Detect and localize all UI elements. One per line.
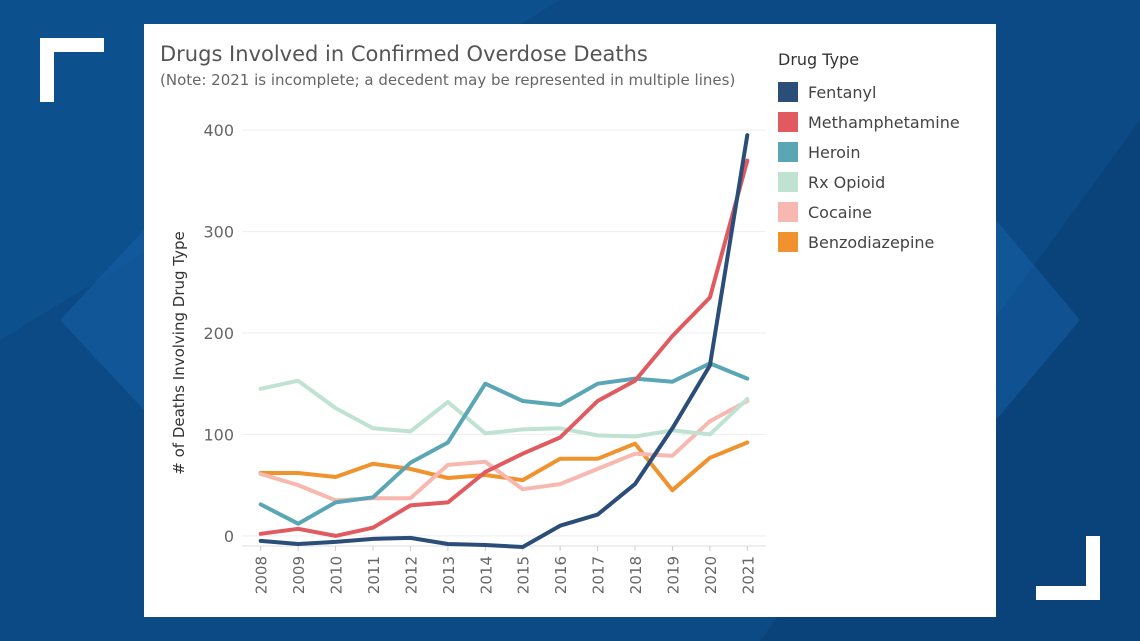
x-tick-label: 2021 xyxy=(739,556,757,594)
chart-card: Drugs Involved in Confirmed Overdose Dea… xyxy=(144,24,996,617)
x-tick-label: 2018 xyxy=(627,556,645,594)
chart-subtitle: (Note: 2021 is incomplete; a decedent ma… xyxy=(160,71,736,89)
corner-bracket-icon-top-left xyxy=(40,38,104,102)
legend-swatch xyxy=(778,202,798,222)
legend-label: Rx Opioid xyxy=(808,172,886,192)
x-tick-label: 2009 xyxy=(290,556,308,594)
legend-swatch xyxy=(778,172,798,192)
line-chart: 0 100 200 300 400 2008 2009 2010 2011 2012 2013 201… xyxy=(170,121,766,594)
legend-label: Cocaine xyxy=(808,202,872,222)
x-tick-label: 2020 xyxy=(702,556,720,594)
y-tick-label: 300 xyxy=(203,223,234,242)
legend-item: Benzodiazepine xyxy=(778,227,960,257)
legend-item: Methamphetamine xyxy=(778,107,960,137)
legend-label: Benzodiazepine xyxy=(808,232,935,252)
y-axis-label: # of Deaths Involving Drug Type xyxy=(170,231,188,474)
x-tick-label: 2010 xyxy=(328,556,346,594)
legend-item: Heroin xyxy=(778,137,960,167)
y-tick-label: 0 xyxy=(224,527,234,546)
x-tick-label: 2012 xyxy=(402,556,420,594)
legend-item: Rx Opioid xyxy=(778,167,960,197)
x-tick-label: 2013 xyxy=(440,556,458,594)
chart-title: Drugs Involved in Confirmed Overdose Dea… xyxy=(160,42,648,66)
legend-swatch xyxy=(778,82,798,102)
x-tick-label: 2011 xyxy=(365,556,383,594)
y-tick-label: 200 xyxy=(203,324,234,343)
series-line-rx-opioid xyxy=(258,378,750,439)
series-line-benzodiazepine xyxy=(258,440,750,493)
legend-swatch xyxy=(778,232,798,252)
legend-title: Drug Type xyxy=(778,50,860,69)
series-line-fentanyl xyxy=(258,133,750,549)
legend-label: Heroin xyxy=(808,142,861,162)
legend-swatch xyxy=(778,142,798,162)
series-line-methamphetamine xyxy=(258,158,750,538)
legend: Drug Type Fentanyl Methamphetamine Heroin R… xyxy=(778,50,960,257)
legend-item: Cocaine xyxy=(778,197,960,227)
x-tick-label: 2019 xyxy=(664,556,682,594)
x-tick-label: 2008 xyxy=(253,556,271,594)
x-tick-label: 2014 xyxy=(477,556,495,594)
x-tick-label: 2017 xyxy=(590,556,608,594)
legend-swatch xyxy=(778,112,798,132)
x-tick-label: 2015 xyxy=(515,556,533,594)
y-tick-label: 100 xyxy=(203,425,234,444)
x-tick-label: 2016 xyxy=(552,556,570,594)
corner-bracket-icon-bottom-right xyxy=(1036,536,1100,600)
y-tick-label: 400 xyxy=(203,121,234,140)
legend-label: Fentanyl xyxy=(808,82,877,102)
legend-item: Fentanyl xyxy=(778,77,960,107)
series-line-cocaine xyxy=(258,399,750,503)
series-line-heroin xyxy=(258,361,750,526)
legend-label: Methamphetamine xyxy=(808,112,960,132)
